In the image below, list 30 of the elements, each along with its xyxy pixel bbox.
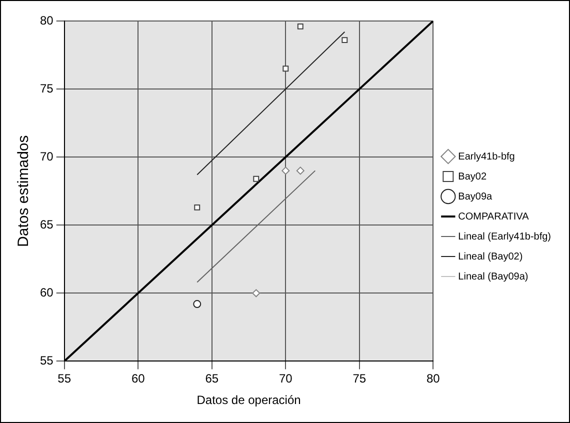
x-tick-label: 65 bbox=[205, 372, 219, 386]
legend-label: Bay09a bbox=[458, 191, 493, 202]
point bbox=[253, 176, 260, 182]
x-tick-label: 55 bbox=[58, 372, 72, 386]
legend-label: COMPARATIVA bbox=[458, 211, 530, 222]
y-tick-label: 80 bbox=[40, 13, 54, 28]
legend-label: Early41b-bfg bbox=[458, 151, 515, 162]
point bbox=[194, 204, 200, 210]
y-tick-label: 55 bbox=[40, 354, 54, 368]
point bbox=[282, 66, 289, 72]
x-axis-title: Datos de operación bbox=[196, 393, 301, 408]
y-axis-title: Datos estimados bbox=[15, 135, 32, 247]
point bbox=[193, 300, 202, 308]
y-tick-label: 70 bbox=[40, 149, 54, 164]
point bbox=[282, 166, 290, 175]
x-tick-label: 60 bbox=[131, 372, 146, 386]
legend-label: Lineal (Early41b-bfg) bbox=[458, 231, 551, 242]
y-tick-label: 60 bbox=[40, 285, 54, 300]
x-tick-label: 80 bbox=[426, 372, 440, 386]
point bbox=[252, 289, 260, 298]
point bbox=[342, 37, 348, 44]
legend-label: Lineal (Bay09a) bbox=[458, 271, 528, 282]
y-tick-label: 65 bbox=[40, 217, 54, 232]
point bbox=[296, 166, 304, 175]
x-tick-label: 70 bbox=[278, 372, 293, 386]
legend-label: Lineal (Bay02) bbox=[458, 251, 523, 262]
legend-label: Bay02 bbox=[458, 171, 487, 182]
x-tick-label: 75 bbox=[352, 372, 366, 386]
y-tick-label: 75 bbox=[40, 81, 54, 96]
point bbox=[297, 23, 304, 30]
